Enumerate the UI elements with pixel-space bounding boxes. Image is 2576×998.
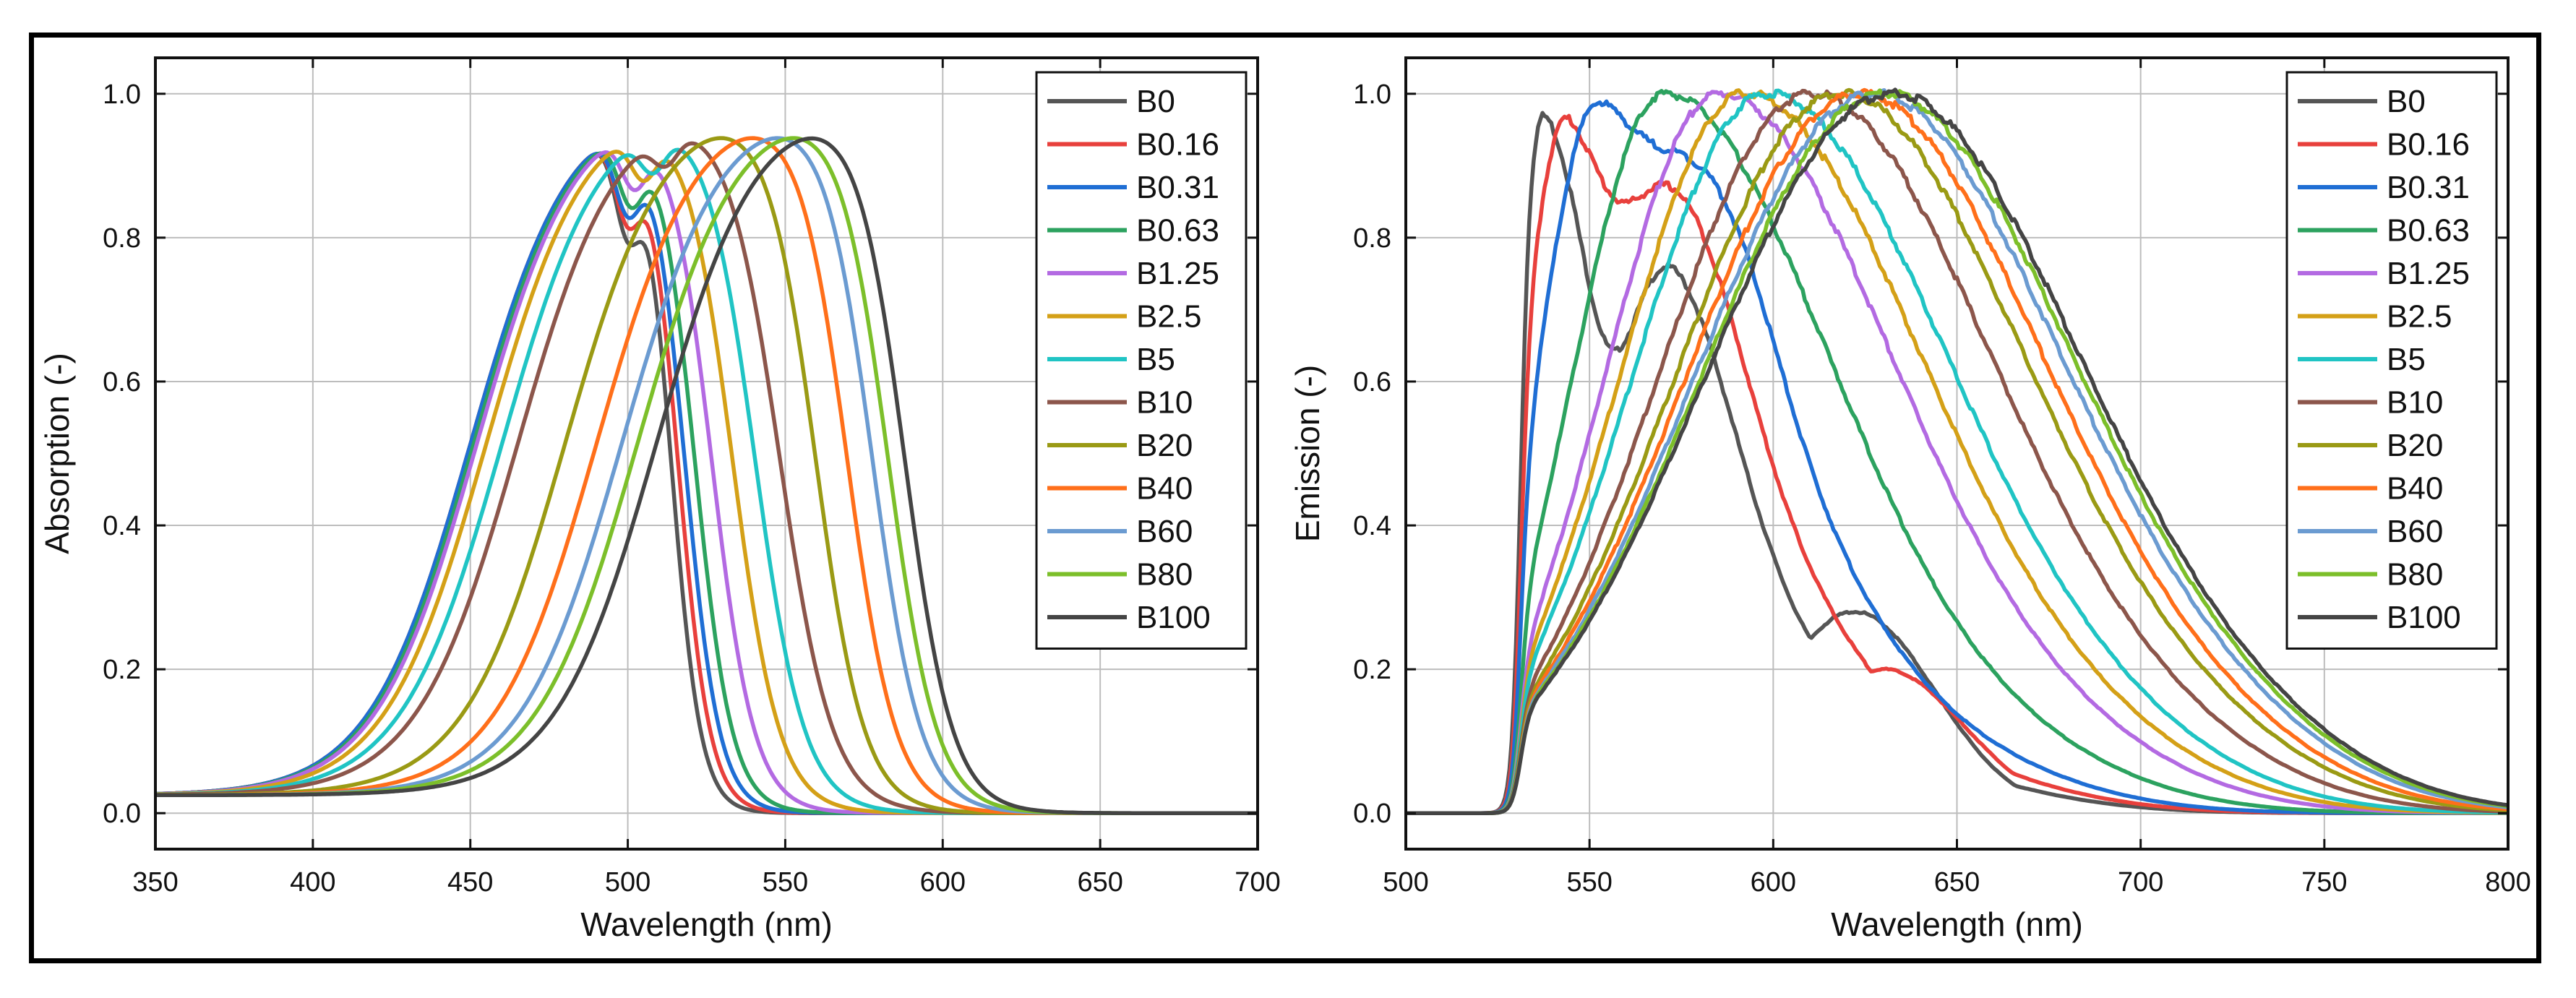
x-tick-label: 350: [132, 867, 178, 898]
legend-label-B0.63: B0.63: [2387, 213, 2470, 249]
legend-label-B1.25: B1.25: [2387, 256, 2470, 291]
legend-label-B80: B80: [1136, 557, 1193, 593]
x-tick-label: 650: [1934, 867, 1980, 898]
y-tick-label: 0.2: [103, 655, 141, 685]
legend-label-B20: B20: [2387, 428, 2443, 463]
y-tick-label: 0.0: [103, 799, 141, 829]
y-tick-label: 0.4: [103, 511, 141, 541]
legend-label-B0.16: B0.16: [2387, 127, 2470, 163]
panel-right: 500 550 600 650 700 750 800 0.0 0.2 0.4 0.6 0.8 1.0 W…: [1289, 56, 2531, 943]
y-tick-label: 0.8: [1353, 223, 1391, 254]
panel-left: 350 400 450 500 550 600 650 700 0.0 0.2 0.4 0.6 0.8 1…: [38, 56, 1281, 943]
legend-label-B2.5: B2.5: [1136, 299, 1202, 335]
series-line-B100: [155, 136, 1258, 815]
series-line-B40: [1406, 87, 2509, 815]
series-line-B10: [1406, 88, 2509, 815]
x-tick-label: 600: [1751, 867, 1796, 898]
x-tick-label: 450: [447, 867, 493, 898]
x-tick-label: 500: [1383, 867, 1428, 898]
y-tick-label: 1.0: [103, 79, 141, 110]
legend-label-B60: B60: [2387, 514, 2443, 549]
legend-label-B10: B10: [1136, 385, 1193, 421]
legend-label-B2.5: B2.5: [2387, 299, 2452, 335]
x-tick-label: 550: [763, 867, 808, 898]
x-tick-label: 800: [2485, 867, 2530, 898]
legend-label-B0.16: B0.16: [1136, 127, 1219, 163]
legend-label-B5: B5: [2387, 342, 2426, 377]
x-tick-label: 400: [290, 867, 335, 898]
x-tick-label: 650: [1077, 867, 1122, 898]
x-axis-label: Wavelength (nm): [580, 905, 833, 943]
legend-label-B0.31: B0.31: [1136, 170, 1219, 205]
y-tick-label: 0.0: [1353, 799, 1391, 829]
legend-label-B20: B20: [1136, 428, 1193, 463]
series-line-B2.5: [1406, 88, 2508, 815]
y-tick-label: 0.6: [1353, 367, 1391, 397]
x-tick-label: 700: [1235, 867, 1280, 898]
x-tick-label: 550: [1566, 867, 1612, 898]
legend-label-B10: B10: [2387, 385, 2443, 421]
plot-frame: [154, 56, 1259, 851]
series-line-B100: [1406, 87, 2509, 815]
legend-label-B0.63: B0.63: [1136, 213, 1219, 249]
y-tick-label: 0.2: [1353, 655, 1391, 685]
x-tick-label: 600: [920, 867, 966, 898]
series-line-B80: [1406, 88, 2509, 815]
y-tick-label: 0.6: [103, 367, 141, 397]
series-line-B1.25: [1406, 90, 2508, 815]
legend-label-B80: B80: [2387, 557, 2443, 593]
x-tick-label: 500: [605, 867, 651, 898]
legend-label-B40: B40: [2387, 471, 2443, 507]
legend-label-B0: B0: [1136, 84, 1175, 119]
legend: B0 B0.16 B0.31 B0.63 B1.25 B2.5 B5 B10 B20 B40 B60…: [2285, 71, 2498, 650]
y-axis-label: Emission (-): [1289, 365, 1326, 542]
legend-label-B40: B40: [1136, 471, 1193, 507]
legend-label-B100: B100: [2387, 600, 2461, 635]
series-line-B20: [1406, 87, 2509, 815]
x-tick-label: 750: [2301, 867, 2347, 898]
series-line-B5: [1406, 88, 2509, 815]
legend-label-B5: B5: [1136, 342, 1175, 377]
legend-label-B0: B0: [2387, 84, 2426, 119]
series-line-B60: [1406, 88, 2509, 815]
legend: B0 B0.16 B0.31 B0.63 B1.25 B2.5 B5 B10 B20 B40 B60…: [1035, 71, 1248, 650]
legend-label-B60: B60: [1136, 514, 1193, 549]
y-tick-label: 0.8: [103, 223, 141, 254]
series-line-B0.63: [1406, 89, 2508, 815]
legend-label-B100: B100: [1136, 600, 1211, 635]
x-axis-label: Wavelength (nm): [1831, 905, 2083, 943]
x-tick-label: 700: [2118, 867, 2163, 898]
legend-label-B1.25: B1.25: [1136, 256, 1219, 291]
y-tick-label: 0.4: [1353, 511, 1391, 541]
legend-label-B0.31: B0.31: [2387, 170, 2470, 205]
y-axis-label: Absorption (-): [38, 353, 76, 554]
y-tick-label: 1.0: [1353, 79, 1391, 110]
